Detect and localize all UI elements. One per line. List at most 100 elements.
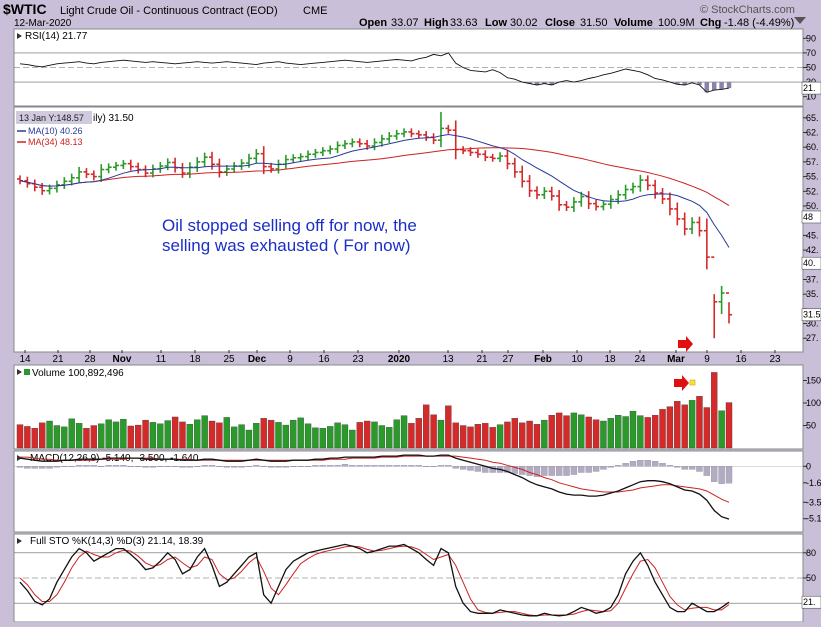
macd-histogram-bar [312,465,319,467]
macd-histogram-bar [105,465,112,467]
volume-swatch [24,369,30,375]
macd-histogram-bar [703,466,711,476]
volume-bar [31,428,38,449]
x-tick-label: 10 [571,354,583,365]
price-bar [401,128,408,138]
price-bar [696,216,703,237]
price-tick-label: 42. [806,245,819,255]
macd-histogram-bar [341,464,349,467]
stochastic-label-text: Full STO %K(14,3) %D(3) 21.14, 18.39 [30,536,204,547]
volume-bar [186,423,194,449]
price-bar [305,150,312,161]
hover-tooltip [16,111,92,124]
macd-histogram-bar [526,466,533,476]
rsi-legend: RSI(14) 21.77 [17,31,88,42]
price-bar [386,132,393,143]
macd-histogram-bar [725,466,733,484]
volume-bar [83,428,90,449]
macd-histogram-bar [467,466,474,471]
volume-bar [349,429,356,449]
macd-histogram-bar [681,466,688,470]
price-bar [556,189,563,211]
price-bar [533,186,540,200]
chart-marks: 103050709021.27.30.35.37.40.42.45.50.52.… [14,33,821,617]
volume-bar [445,405,452,449]
volume-bar [725,402,733,449]
macd-histogram-bar [349,465,356,467]
price-bar [607,194,614,209]
price-bar [637,174,644,192]
x-tick-label: 16 [735,354,747,365]
price-bar [290,154,297,164]
volume-bar [142,419,149,449]
macd-histogram-bar [541,466,548,476]
volume-bar [334,422,341,449]
price-bar [489,153,496,162]
volume-bar [415,418,422,449]
volume-bar [194,419,201,449]
price-last-badge-text: 31.5 [803,310,821,320]
contract-name: Light Crude Oil - Continuous Contract (E… [60,5,278,17]
volume-bar [504,421,511,449]
volume-bar [592,419,600,449]
macd-histogram-bar [423,466,430,467]
macd-histogram-bar [386,465,393,467]
macd-histogram-bar [400,465,408,467]
price-legend-suffix: ily) 31.50 [93,113,134,124]
price-bar [260,146,267,175]
volume-bar [120,419,127,449]
macd-histogram-bar [327,465,334,467]
price-tick-label: 60. [806,142,819,152]
volume-bar [75,423,83,449]
volume-bar [533,423,541,449]
price-bar [497,152,504,163]
volume-bar [216,422,223,449]
macd-histogram-bar [430,466,437,467]
volume-bar [363,420,371,449]
volume-bar [563,415,570,449]
x-tick-label: 24 [634,354,646,365]
price-bar [327,145,334,155]
macd-histogram-bar [445,465,452,467]
volume-bar [16,424,24,449]
volume-value: 100.9M [658,17,695,29]
price-bar [644,175,651,191]
price-bar [504,150,511,170]
rsi-last-badge-text: 21. [803,83,816,93]
volume-bar [378,425,386,449]
ma34-line [19,147,730,207]
volume-bar [408,423,415,449]
rsi-tick-label: 70 [806,48,816,58]
volume-bar [430,414,437,449]
volume-bar [208,420,216,449]
macd-histogram-bar [607,466,615,468]
ma34-label: MA(34) 48.13 [28,137,83,147]
macd-histogram-bar [68,466,75,467]
price-bar [135,162,142,174]
price-bar [39,183,46,195]
price-bar [127,159,134,171]
macd-histogram-bar [164,466,171,467]
macd-histogram-bar [371,465,378,467]
rsi-tick-label: 10 [806,92,816,102]
macd-histogram-bar [16,466,24,468]
price-bar [349,138,356,148]
volume-bar [496,424,504,449]
rsi-tick-label: 90 [806,33,816,43]
x-tick-label: 13 [442,354,454,365]
macd-histogram-bar [319,465,326,467]
macd-histogram-bar [592,466,600,472]
volume-bar [68,418,75,449]
volume-bar [179,421,186,449]
symbol: $WTIC [3,1,47,17]
price-bar [223,164,230,176]
price-bar [334,141,341,154]
macd-histogram-bar [194,466,201,467]
annotation-text: Oil stopped selling off for now, the sel… [162,216,417,255]
price-tick-label: 50. [806,201,819,211]
volume-tick-label: 100 [806,398,821,408]
volume-bar [578,414,585,449]
high-value: 33.63 [450,17,478,29]
volume-bar [297,417,304,449]
